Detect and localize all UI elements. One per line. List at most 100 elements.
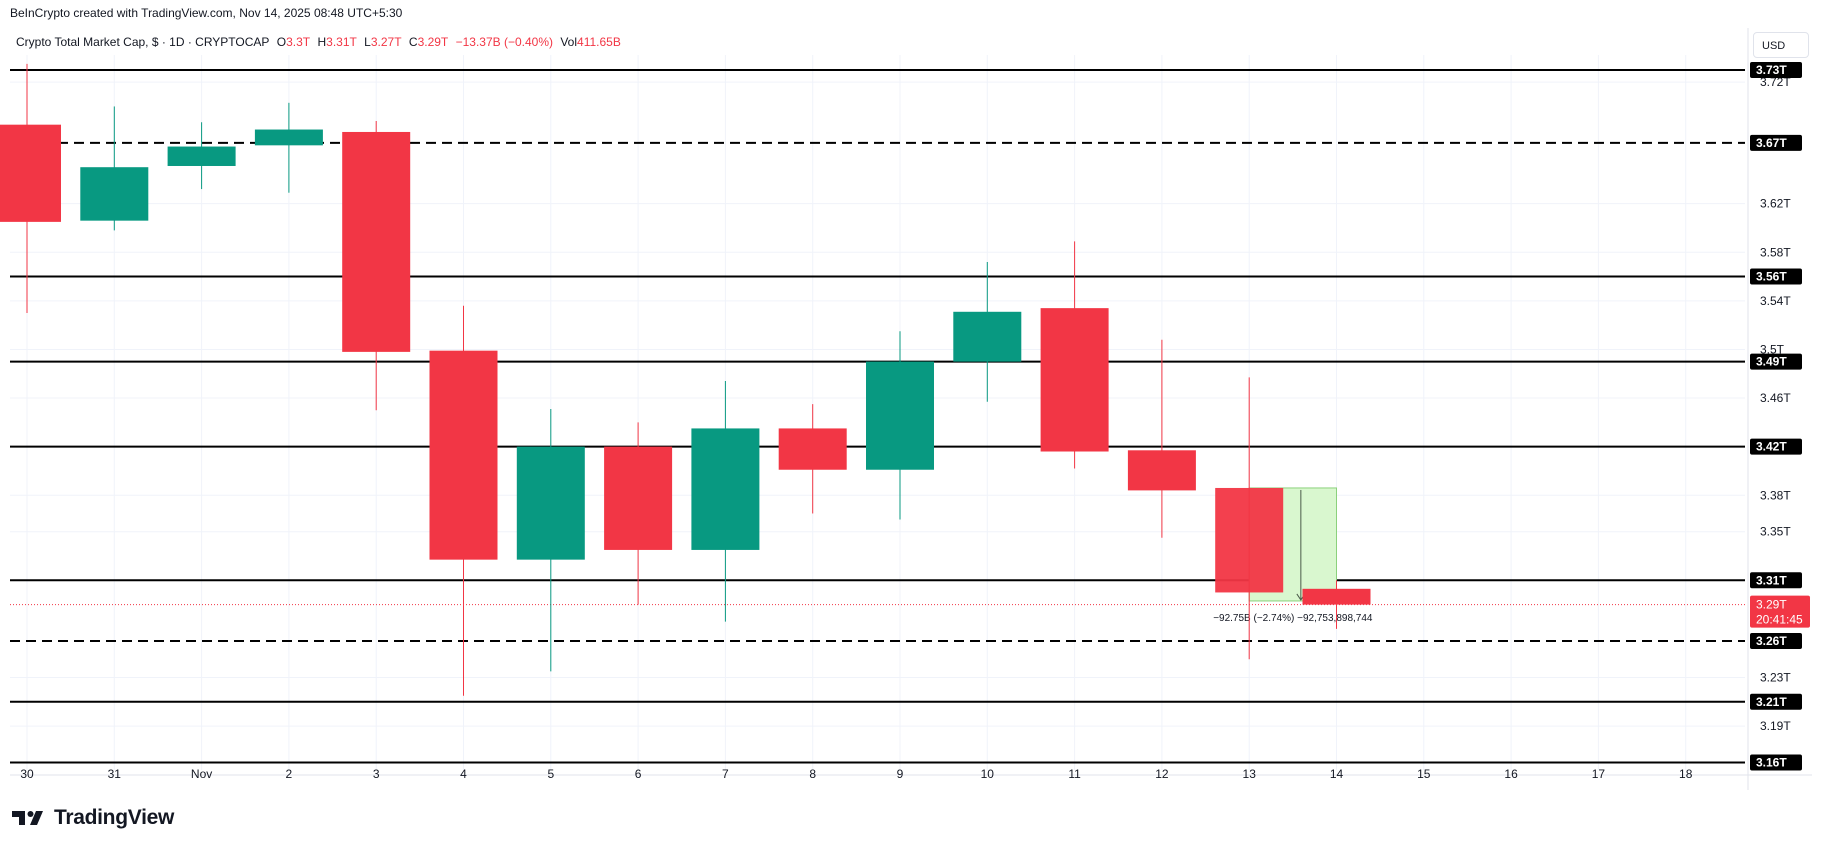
- candle: [691, 381, 760, 622]
- level-price-label: 3.21T: [1756, 695, 1787, 709]
- y-tick-label: 3.58T: [1760, 245, 1791, 259]
- candle-body: [691, 428, 760, 550]
- legend-open-value: 3.3T: [286, 35, 311, 49]
- x-tick-label: 3: [373, 767, 380, 781]
- x-tick-label: 5: [547, 767, 554, 781]
- price-chart[interactable]: −92.75B (−2.74%) −92,753,898,744 30 31 Nov…: [0, 0, 1825, 800]
- y-tick-label: 3.5T: [1760, 342, 1785, 356]
- legend-high-label: H: [317, 35, 327, 49]
- legend-low-label: L: [364, 35, 371, 49]
- level-price-tag: [1750, 268, 1802, 285]
- legend-close-value: 3.29T: [417, 35, 449, 49]
- candle: [778, 404, 847, 514]
- candle: [0, 63, 61, 313]
- candle: [516, 408, 585, 672]
- legend-open-label: O: [276, 35, 287, 49]
- x-tick-label: 30: [20, 767, 34, 781]
- x-tick-label: 4: [460, 767, 467, 781]
- level-price-label: 3.42T: [1756, 440, 1787, 454]
- candle-body: [953, 311, 1022, 362]
- candle-body: [516, 446, 585, 560]
- y-tick-label: 3.46T: [1760, 391, 1791, 405]
- chart-credit: BeInCrypto created with TradingView.com,…: [10, 6, 403, 20]
- x-tick-label: 6: [635, 767, 642, 781]
- candle-body: [1040, 308, 1109, 452]
- axes: 30 31 Nov 2 3 4 5 6 7 8 9 10 11 12 13 14 15 16 17 183.72T3.…: [10, 28, 1812, 790]
- tradingview-brand[interactable]: TradingView: [12, 806, 174, 830]
- y-tick-label: 3.72T: [1760, 75, 1791, 89]
- candle: [254, 102, 323, 193]
- symbol-legend: Crypto Total Market Cap, $ · 1D · CRYPTO…: [16, 35, 621, 49]
- level-price-tag: [1750, 438, 1802, 455]
- currency-button[interactable]: USD: [1753, 32, 1809, 58]
- candle-body: [342, 131, 411, 352]
- y-tick-label: 3.38T: [1760, 488, 1791, 502]
- candle-body: [0, 124, 61, 222]
- x-tick-label: 14: [1330, 767, 1344, 781]
- level-price-tag: [1750, 134, 1802, 151]
- level-price-label: 3.56T: [1756, 270, 1787, 284]
- candle: [866, 331, 934, 520]
- candle: [167, 122, 236, 190]
- measure-label: −92.75B (−2.74%) −92,753,898,744: [1213, 613, 1373, 624]
- level-price-tag: [1750, 693, 1802, 710]
- candle-body: [80, 167, 149, 221]
- level-price-tag: [1750, 353, 1802, 370]
- candle-body: [167, 146, 236, 166]
- candle-body: [429, 350, 498, 560]
- legend-low-value: 3.27T: [370, 35, 402, 49]
- x-tick-label: 9: [897, 767, 904, 781]
- candle: [429, 305, 498, 696]
- y-tick-label: 3.19T: [1760, 719, 1791, 733]
- level-price-label: 3.49T: [1756, 355, 1787, 369]
- x-tick-label: 8: [809, 767, 816, 781]
- candle-body: [1215, 487, 1284, 593]
- y-tick-label: 3.23T: [1760, 671, 1791, 685]
- legend-volume-value: 411.65B: [577, 35, 621, 49]
- x-tick-label: 10: [981, 767, 995, 781]
- candle: [1302, 580, 1371, 629]
- tradingview-logo-icon: [12, 811, 43, 825]
- candle: [342, 121, 411, 411]
- x-tick-label: 12: [1155, 767, 1169, 781]
- level-price-label: 3.67T: [1756, 136, 1787, 150]
- brand-name: TradingView: [54, 806, 175, 829]
- candle-body: [778, 428, 847, 470]
- legend-high-value: 3.31T: [326, 35, 357, 49]
- level-price-tag: [1750, 754, 1802, 771]
- x-tick-label: 13: [1243, 767, 1257, 781]
- level-price-tag: [1750, 572, 1802, 589]
- y-tick-label: 3.54T: [1760, 294, 1791, 308]
- candle: [953, 261, 1022, 402]
- level-price-label: 3.31T: [1756, 573, 1787, 587]
- legend-close-label: C: [408, 35, 418, 49]
- current-price-label: 3.29T: [1756, 598, 1787, 612]
- level-price-label: 3.16T: [1756, 756, 1787, 770]
- countdown-label: 20:41:45: [1756, 613, 1803, 627]
- candle-body: [866, 361, 934, 470]
- x-tick-label: 31: [108, 767, 122, 781]
- candle: [80, 106, 149, 231]
- candle-body: [1127, 450, 1196, 491]
- candle-body: [604, 446, 673, 550]
- x-tick-label: 15: [1417, 767, 1431, 781]
- level-price-label: 3.73T: [1756, 63, 1787, 77]
- x-tick-label: 7: [722, 767, 729, 781]
- legend-volume-label: Vol: [560, 35, 578, 49]
- x-tick-label: 2: [286, 767, 293, 781]
- legend-change: −13.37B (−0.40%): [455, 35, 553, 49]
- candle-body: [254, 129, 323, 146]
- legend-symbol[interactable]: Crypto Total Market Cap, $ · 1D · CRYPTO…: [16, 35, 270, 49]
- candle: [1215, 377, 1284, 660]
- x-tick-label: 18: [1679, 767, 1693, 781]
- candle-body: [1302, 588, 1371, 605]
- x-tick-label: 17: [1592, 767, 1606, 781]
- candle: [1127, 339, 1196, 538]
- y-tick-label: 3.62T: [1760, 197, 1791, 211]
- y-tick-label: 3.35T: [1760, 525, 1791, 539]
- level-price-label: 3.26T: [1756, 634, 1787, 648]
- candle: [1040, 241, 1109, 469]
- candles: [0, 63, 1371, 696]
- level-price-tag: [1750, 62, 1802, 78]
- level-price-tag: [1750, 633, 1802, 650]
